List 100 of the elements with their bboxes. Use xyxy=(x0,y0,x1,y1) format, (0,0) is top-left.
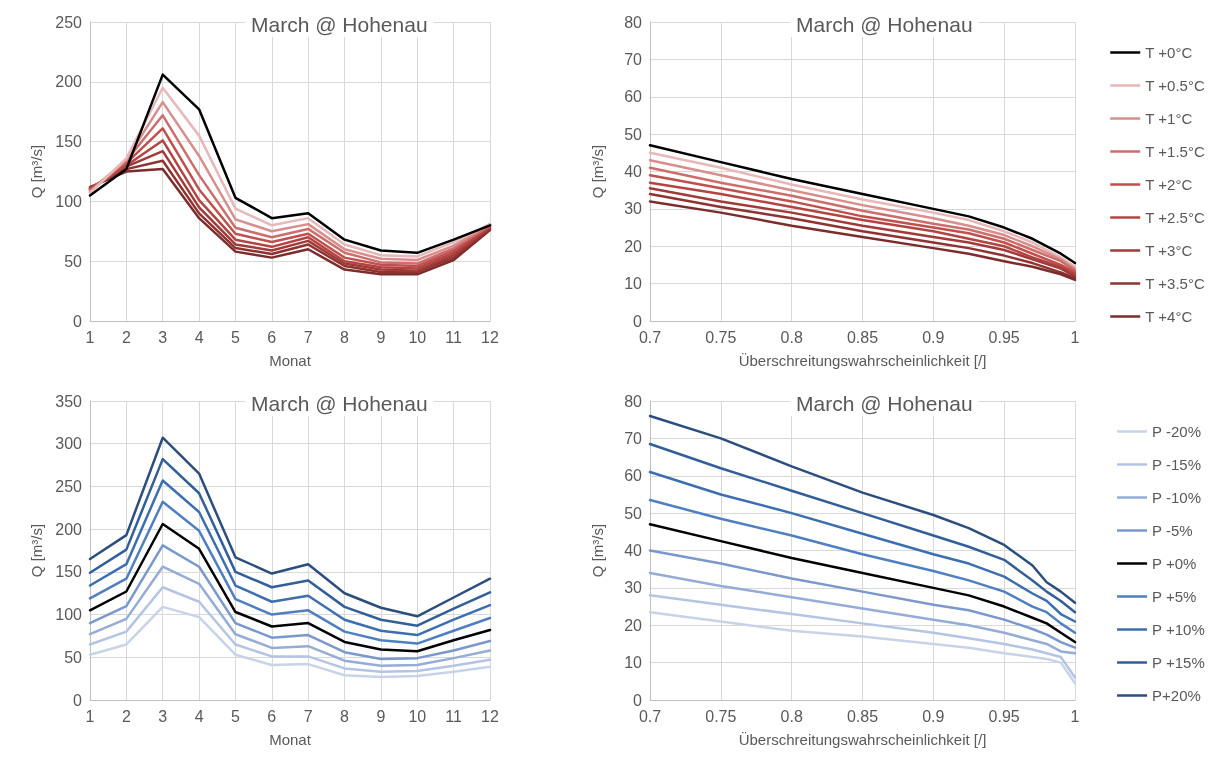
y-tick-label: 100 xyxy=(55,192,83,210)
y-tick-label: 50 xyxy=(64,252,83,270)
y-tick-label: 40 xyxy=(624,163,643,180)
y-tick-label: 20 xyxy=(624,237,643,255)
x-tick-label: 9 xyxy=(376,707,386,725)
y-tick-label: 40 xyxy=(624,542,643,559)
y-tick-label: 0 xyxy=(633,312,643,330)
x-tick-label: 0.8 xyxy=(780,707,803,725)
y-tick-label: 250 xyxy=(55,477,83,495)
legend-label: P -15% xyxy=(1152,456,1201,473)
legend-label: T +3.5°C xyxy=(1145,275,1205,292)
y-tick-label: 80 xyxy=(624,13,643,31)
x-tick-label: 0.7 xyxy=(638,328,662,346)
y-tick-label: 150 xyxy=(55,563,83,581)
x-tick-label: 9 xyxy=(376,328,386,346)
legend-label: P -10% xyxy=(1152,489,1201,506)
x-tick-label: 0.95 xyxy=(988,328,1020,346)
y-tick-label: 100 xyxy=(55,606,83,624)
legend-label: P +15% xyxy=(1152,654,1205,671)
x-tick-label: 10 xyxy=(408,707,427,725)
legend-label: P -5% xyxy=(1152,522,1193,539)
chart-title: March @ Hohenau xyxy=(796,392,973,415)
legend-label: T +0.5°C xyxy=(1145,77,1205,94)
y-tick-label: 0 xyxy=(73,312,83,330)
y-tick-label: 200 xyxy=(55,520,83,538)
y-tick-label: 250 xyxy=(55,13,83,31)
x-axis-title: Überschreitungswahrscheinlichkeit [/] xyxy=(738,731,987,748)
legend-label: T +3°C xyxy=(1145,242,1193,259)
x-axis-title: Monat xyxy=(269,731,312,748)
x-tick-label: 2 xyxy=(121,707,131,725)
x-tick-label: 5 xyxy=(231,707,240,725)
y-tick-label: 50 xyxy=(64,648,83,666)
legend-label: P +5% xyxy=(1152,588,1197,605)
x-tick-label: 1 xyxy=(1070,328,1080,346)
legend-label: P +0% xyxy=(1152,555,1197,572)
x-tick-label: 0.7 xyxy=(638,707,662,725)
x-tick-label: 0.8 xyxy=(780,328,803,346)
x-axis-title: Überschreitungswahrscheinlichkeit [/] xyxy=(738,352,987,369)
y-tick-label: 200 xyxy=(55,73,83,91)
y-tick-label: 300 xyxy=(55,435,83,453)
y-tick-label: 150 xyxy=(55,133,83,151)
x-tick-label: 1 xyxy=(85,328,95,346)
y-tick-label: 60 xyxy=(624,88,643,106)
chart-title: March @ Hohenau xyxy=(251,392,428,415)
chart-title: March @ Hohenau xyxy=(251,13,428,36)
x-tick-label: 3 xyxy=(158,328,168,346)
y-tick-label: 30 xyxy=(624,200,643,218)
x-tick-label: 1 xyxy=(85,707,95,725)
x-tick-label: 0.75 xyxy=(705,707,737,725)
x-tick-label: 12 xyxy=(481,328,499,346)
x-tick-label: 0.75 xyxy=(705,328,737,346)
chart-title: March @ Hohenau xyxy=(796,13,973,36)
y-tick-label: 60 xyxy=(624,467,643,485)
y-tick-label: 50 xyxy=(624,125,643,143)
x-tick-label: 3 xyxy=(158,707,168,725)
y-tick-label: 20 xyxy=(624,616,643,634)
y-tick-label: 30 xyxy=(624,579,643,597)
x-tick-label: 2 xyxy=(121,328,131,346)
x-tick-label: 5 xyxy=(231,328,240,346)
x-tick-label: 0.9 xyxy=(922,707,945,725)
x-tick-label: 0.85 xyxy=(846,707,879,725)
x-tick-label: 8 xyxy=(340,328,350,346)
y-tick-label: 10 xyxy=(624,275,643,293)
y-tick-label: 70 xyxy=(624,429,643,447)
x-tick-label: 12 xyxy=(481,707,499,725)
legend-label: T +0°C xyxy=(1145,44,1193,61)
x-tick-label: 11 xyxy=(445,328,463,346)
y-tick-label: 0 xyxy=(633,691,643,709)
y-tick-label: 80 xyxy=(624,392,643,410)
x-tick-label: 7 xyxy=(303,707,313,725)
x-tick-label: 0.85 xyxy=(846,328,879,346)
legend-label: T +1.5°C xyxy=(1145,143,1205,160)
x-tick-label: 11 xyxy=(445,707,463,725)
y-tick-label: 10 xyxy=(624,654,643,672)
legend-label: P+20% xyxy=(1152,687,1201,704)
x-tick-label: 4 xyxy=(194,707,204,725)
x-tick-label: 8 xyxy=(340,707,350,725)
y-axis-title: Q [m³/s] xyxy=(28,144,46,199)
y-tick-label: 0 xyxy=(73,691,83,709)
x-axis-title: Monat xyxy=(269,352,312,369)
legend-label: P +10% xyxy=(1152,621,1205,638)
x-tick-label: 7 xyxy=(303,328,313,346)
x-tick-label: 10 xyxy=(408,328,427,346)
y-axis-title: Q [m³/s] xyxy=(589,523,606,578)
y-tick-label: 70 xyxy=(624,50,643,68)
x-tick-label: 0.9 xyxy=(922,328,945,346)
x-tick-label: 6 xyxy=(267,328,277,346)
legend-label: T +2°C xyxy=(1145,176,1193,193)
y-tick-label: 350 xyxy=(55,392,83,410)
y-tick-label: 50 xyxy=(624,504,643,522)
y-axis-title: Q [m³/s] xyxy=(589,144,606,199)
x-tick-label: 1 xyxy=(1070,707,1080,725)
x-tick-label: 4 xyxy=(194,328,204,346)
legend-label: T +1°C xyxy=(1145,110,1193,127)
legend-label: T +4°C xyxy=(1145,308,1193,325)
y-axis-title: Q [m³/s] xyxy=(28,523,46,578)
legend-label: T +2.5°C xyxy=(1145,209,1205,226)
x-tick-label: 6 xyxy=(267,707,277,725)
legend-label: P -20% xyxy=(1152,423,1201,440)
x-tick-label: 0.95 xyxy=(988,707,1020,725)
